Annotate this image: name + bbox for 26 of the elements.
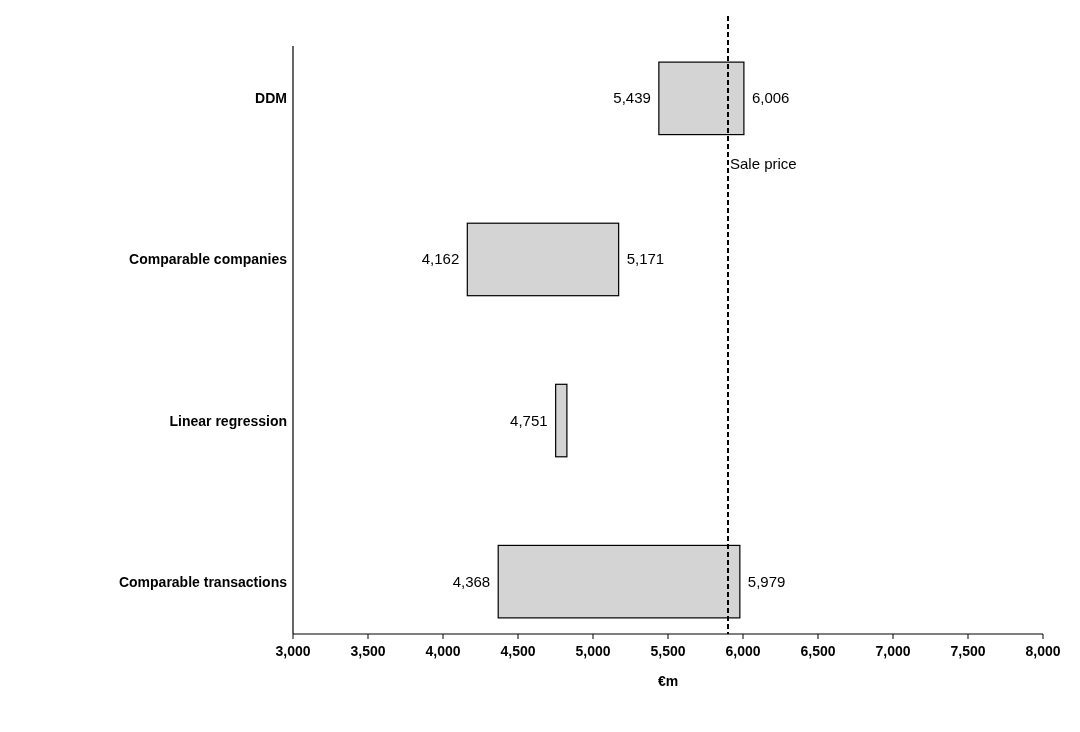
bar <box>555 383 568 458</box>
x-tick-label: 6,000 <box>725 643 761 659</box>
x-tick-label: 8,000 <box>1025 643 1061 659</box>
x-tick-label: 3,500 <box>350 643 386 659</box>
x-tick-label: 7,500 <box>950 643 986 659</box>
annotation: 5,979 <box>747 572 786 590</box>
x-tick-label: 3,000 <box>275 643 311 659</box>
annotation: 4,162 <box>421 250 460 268</box>
x-tick-label: 6,500 <box>800 643 836 659</box>
x-tick-label: 4,500 <box>500 643 536 659</box>
x-axis-title: €m <box>657 673 679 689</box>
y-tick-label: Comparable companies <box>129 251 288 268</box>
x-tick-label: 5,000 <box>575 643 611 659</box>
annotation: 5,171 <box>626 250 665 268</box>
annotation: 4,368 <box>452 572 491 590</box>
annotation: 6,006 <box>751 89 790 107</box>
bar <box>466 222 620 297</box>
annotation: 5,439 <box>613 89 651 107</box>
annotation: 4,751 <box>510 411 548 429</box>
ref-line-label: Sale price <box>730 154 797 172</box>
x-tick-label: 7,000 <box>875 643 911 659</box>
y-tick-label: Linear regression <box>169 412 287 429</box>
x-tick-label: 4,000 <box>425 643 461 659</box>
y-tick-label: DDM <box>255 90 287 107</box>
y-tick-label: Comparable transactions <box>118 573 288 590</box>
x-tick-label: 5,500 <box>650 643 686 659</box>
